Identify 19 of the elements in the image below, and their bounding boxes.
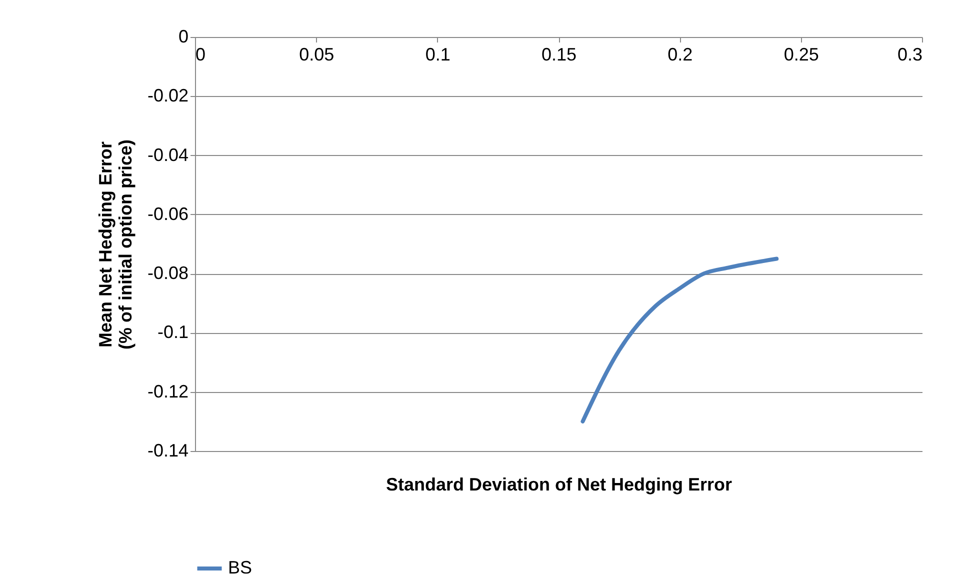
x-tick-label: 0.3 [897,44,922,64]
x-tick-label: 0.1 [425,44,450,64]
y-tick-label: -0.06 [147,204,188,224]
y-tick-label: -0.1 [157,322,188,342]
legend-label: BS [228,558,252,578]
y-tick-label: -0.08 [147,263,188,284]
x-tick-label: 0.05 [299,44,334,64]
x-axis-title: Standard Deviation of Net Hedging Error [386,474,732,494]
y-tick-label: -0.02 [147,86,188,106]
line-series [580,256,779,424]
x-tick-label: 0.25 [784,44,819,64]
y-tick-label: 0 [178,26,188,46]
y-tick-label: -0.12 [147,381,188,402]
y-tick-label: -0.14 [147,440,188,460]
x-tick-label: 0.2 [668,44,693,64]
y-tick-label: -0.04 [147,144,188,165]
x-tick-label: 0.15 [541,44,577,64]
y-axis-title: Mean Net Hedging Error (% of initial option price) [95,140,136,350]
x-tick-label: 0 [196,44,206,64]
